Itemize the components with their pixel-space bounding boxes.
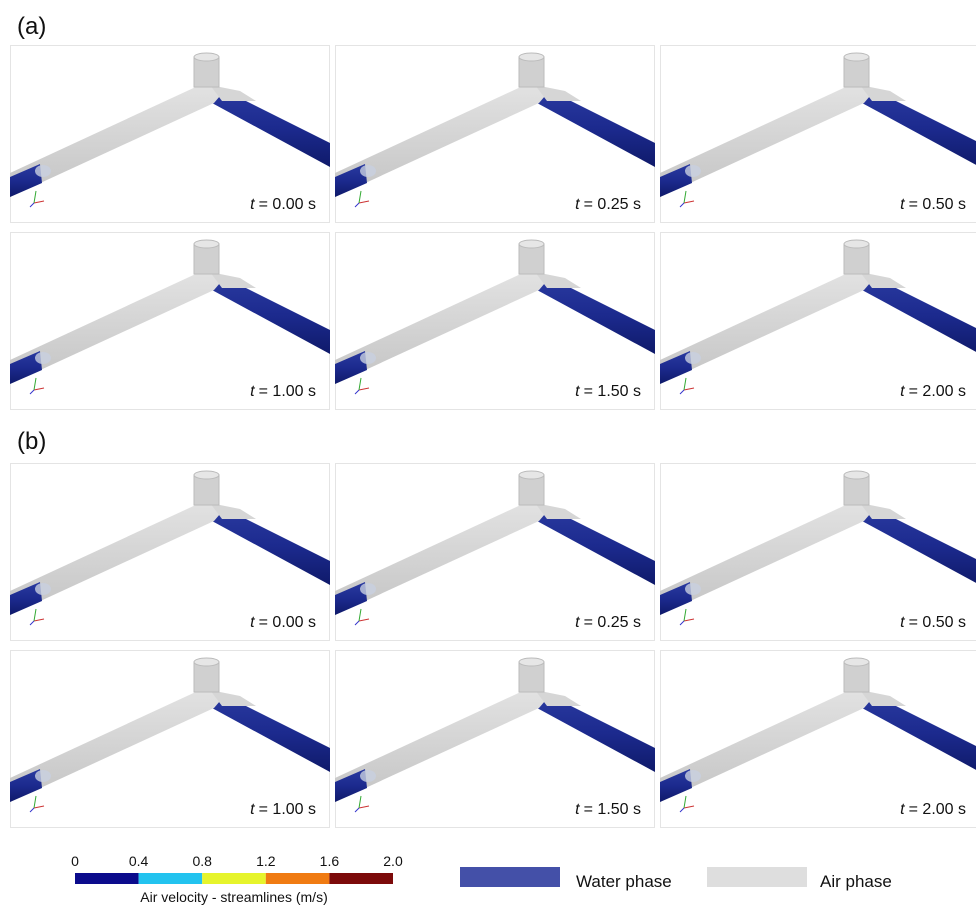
time-label: t= 0.00 s xyxy=(250,196,316,213)
time-variable: t xyxy=(575,196,580,213)
time-variable: t xyxy=(250,614,255,631)
chimney-top xyxy=(194,240,219,248)
time-value: = 1.50 s xyxy=(584,383,641,400)
chimney-top xyxy=(519,53,544,61)
time-value: = 2.00 s xyxy=(909,801,966,818)
water-surface xyxy=(35,583,51,595)
time-value: = 1.50 s xyxy=(584,801,641,818)
chimney-top xyxy=(844,471,869,479)
time-variable: t xyxy=(575,801,580,818)
water-surface xyxy=(360,352,376,364)
simulation-panel: t= 1.00 s xyxy=(10,651,330,828)
water-surface xyxy=(685,352,701,364)
simulation-panel: t= 0.25 s xyxy=(335,46,655,223)
time-value: = 1.00 s xyxy=(259,383,316,400)
colorbar-tick-label: 1.2 xyxy=(256,853,276,869)
time-variable: t xyxy=(900,614,905,631)
time-value: = 0.25 s xyxy=(584,196,641,213)
time-variable: t xyxy=(900,801,905,818)
water-surface xyxy=(360,583,376,595)
time-value: = 0.50 s xyxy=(909,614,966,631)
water-surface xyxy=(360,165,376,177)
legend-label: Air phase xyxy=(820,872,892,891)
time-label: t= 0.00 s xyxy=(250,614,316,631)
colorbar-title: Air velocity - streamlines (m/s) xyxy=(140,889,327,905)
colorbar-tick-label: 0 xyxy=(71,853,79,869)
colorbar-segment xyxy=(266,873,330,884)
chimney-top xyxy=(519,471,544,479)
legend-swatch xyxy=(707,867,807,887)
chimney-top xyxy=(194,53,219,61)
colorbar-segment xyxy=(139,873,203,884)
colorbar-segment xyxy=(329,873,393,884)
chimney-top xyxy=(194,471,219,479)
water-surface xyxy=(685,770,701,782)
simulation-panel: t= 0.00 s xyxy=(10,46,330,223)
time-variable: t xyxy=(250,383,255,400)
panel-label: (a) xyxy=(17,13,46,40)
time-variable: t xyxy=(250,196,255,213)
chimney-top xyxy=(519,240,544,248)
time-label: t= 0.50 s xyxy=(900,196,966,213)
time-variable: t xyxy=(575,383,580,400)
time-value: = 0.00 s xyxy=(259,196,316,213)
water-surface xyxy=(35,770,51,782)
time-label: t= 1.00 s xyxy=(250,383,316,400)
simulation-panel: t= 1.50 s xyxy=(335,651,655,828)
time-value: = 0.50 s xyxy=(909,196,966,213)
water-surface xyxy=(685,165,701,177)
time-label: t= 1.00 s xyxy=(250,801,316,818)
time-value: = 0.00 s xyxy=(259,614,316,631)
page: {"figure": { "panel_labels": ["(a)", "(b… xyxy=(0,0,976,909)
time-label: t= 0.25 s xyxy=(575,614,641,631)
simulation-panel: t= 1.00 s xyxy=(10,233,330,410)
time-value: = 0.25 s xyxy=(584,614,641,631)
colorbar-tick-label: 0.8 xyxy=(192,853,212,869)
time-label: t= 0.25 s xyxy=(575,196,641,213)
panel-label: (b) xyxy=(17,428,46,455)
time-variable: t xyxy=(900,196,905,213)
simulation-panel: t= 2.00 s xyxy=(660,651,976,828)
water-surface xyxy=(685,583,701,595)
time-label: t= 1.50 s xyxy=(575,383,641,400)
chimney-top xyxy=(844,240,869,248)
legend-swatch xyxy=(460,867,560,887)
simulation-panel: t= 1.50 s xyxy=(335,233,655,410)
colorbar-tick-label: 0.4 xyxy=(129,853,149,869)
simulation-panel: t= 0.00 s xyxy=(10,464,330,641)
chimney-top xyxy=(194,658,219,666)
time-variable: t xyxy=(575,614,580,631)
simulation-panel: t= 0.50 s xyxy=(660,46,976,223)
chimney-top xyxy=(519,658,544,666)
colorbar-segment xyxy=(75,873,139,884)
time-variable: t xyxy=(900,383,905,400)
figure: (a) (b) t= 0.00 st= 0.25 st= 0.50 st= 1.… xyxy=(0,0,976,909)
colorbar-segment xyxy=(202,873,266,884)
legend-label: Water phase xyxy=(576,872,672,891)
time-value: = 1.00 s xyxy=(259,801,316,818)
simulation-panel: t= 2.00 s xyxy=(660,233,976,410)
time-label: t= 2.00 s xyxy=(900,801,966,818)
chimney-top xyxy=(844,53,869,61)
simulation-panel: t= 0.50 s xyxy=(660,464,976,641)
time-label: t= 2.00 s xyxy=(900,383,966,400)
colorbar-tick-label: 2.0 xyxy=(383,853,403,869)
colorbar-tick-label: 1.6 xyxy=(320,853,340,869)
time-value: = 2.00 s xyxy=(909,383,966,400)
water-surface xyxy=(360,770,376,782)
chimney-top xyxy=(844,658,869,666)
time-label: t= 0.50 s xyxy=(900,614,966,631)
simulation-panel: t= 0.25 s xyxy=(335,464,655,641)
time-variable: t xyxy=(250,801,255,818)
water-surface xyxy=(35,165,51,177)
water-surface xyxy=(35,352,51,364)
time-label: t= 1.50 s xyxy=(575,801,641,818)
